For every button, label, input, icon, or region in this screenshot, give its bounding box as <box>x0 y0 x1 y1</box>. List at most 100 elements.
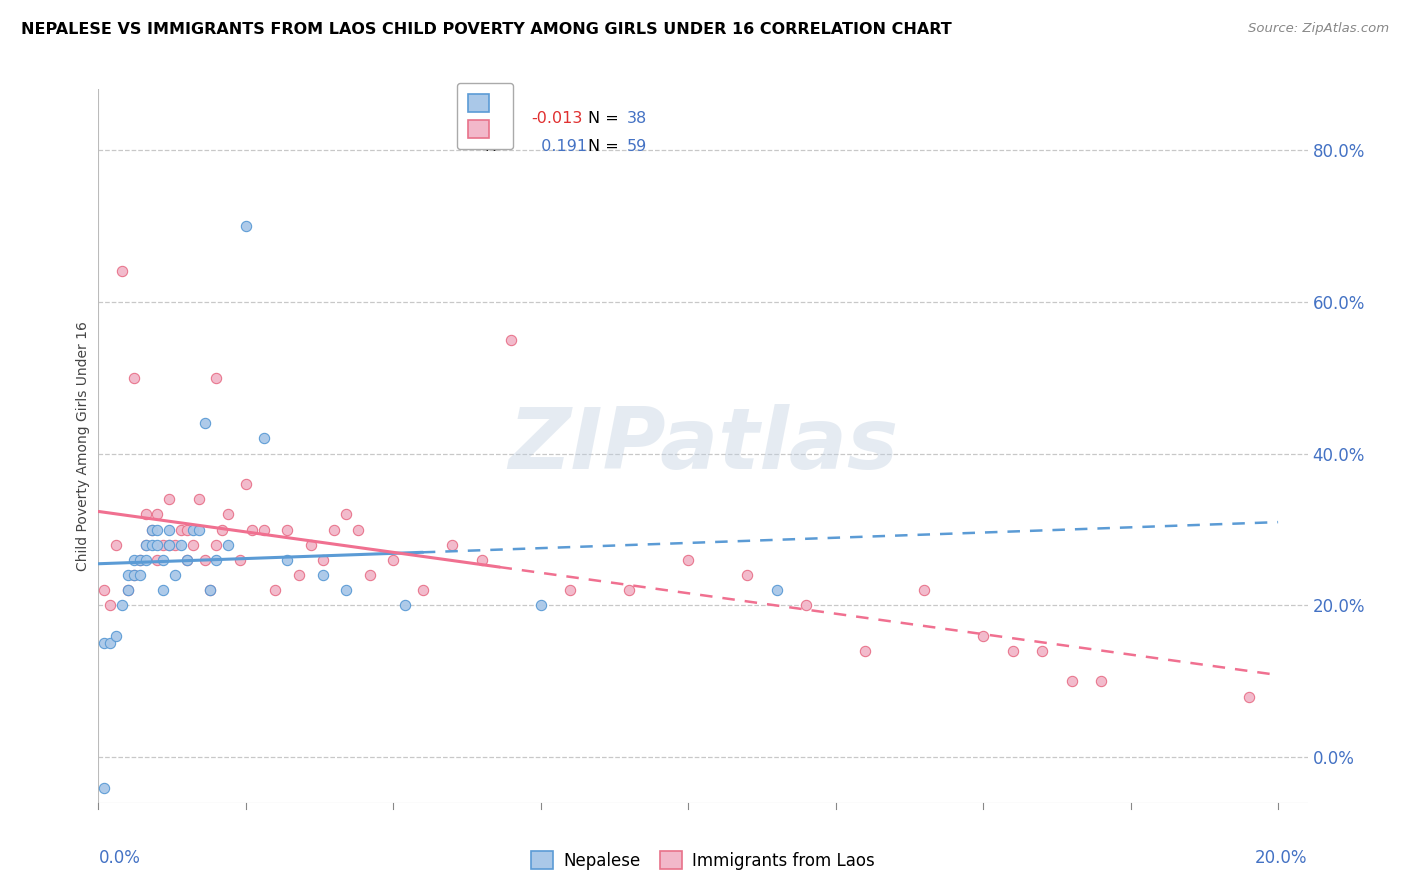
Point <box>1237 690 1260 704</box>
Point <box>135 538 157 552</box>
Point <box>176 553 198 567</box>
Point <box>765 583 787 598</box>
Point <box>117 583 139 598</box>
Point <box>412 583 434 598</box>
Point <box>93 636 115 650</box>
Point <box>187 523 209 537</box>
Legend: Nepalese, Immigrants from Laos: Nepalese, Immigrants from Laos <box>524 845 882 877</box>
Point <box>128 568 150 582</box>
Point <box>157 523 180 537</box>
Point <box>264 583 287 598</box>
Point <box>1001 644 1024 658</box>
Point <box>347 523 370 537</box>
Text: N =: N = <box>588 111 624 126</box>
Point <box>135 538 157 552</box>
Legend:  ,  : , <box>457 83 513 149</box>
Point <box>98 636 121 650</box>
Point <box>217 508 239 522</box>
Point <box>194 416 217 430</box>
Text: R =: R = <box>485 111 520 126</box>
Text: N =: N = <box>588 139 624 154</box>
Point <box>146 508 169 522</box>
Point <box>530 599 553 613</box>
Point <box>235 219 257 233</box>
Point <box>501 333 523 347</box>
Point <box>135 508 157 522</box>
Point <box>122 568 145 582</box>
Point <box>359 568 381 582</box>
Text: 38: 38 <box>627 111 647 126</box>
Text: 20.0%: 20.0% <box>1256 849 1308 867</box>
Point <box>394 599 416 613</box>
Point <box>117 583 139 598</box>
Point <box>619 583 641 598</box>
Point <box>157 492 180 507</box>
Point <box>98 599 121 613</box>
Point <box>170 523 193 537</box>
Point <box>128 553 150 567</box>
Point <box>157 538 180 552</box>
Point <box>217 538 239 552</box>
Text: 0.191: 0.191 <box>531 139 588 154</box>
Point <box>122 553 145 567</box>
Point <box>912 583 935 598</box>
Point <box>181 523 204 537</box>
Point <box>170 538 193 552</box>
Point <box>128 553 150 567</box>
Point <box>252 523 274 537</box>
Point <box>111 599 134 613</box>
Point <box>122 370 145 384</box>
Point <box>311 568 333 582</box>
Point <box>235 477 257 491</box>
Point <box>141 523 163 537</box>
Point <box>187 492 209 507</box>
Point <box>276 523 298 537</box>
Point <box>200 583 222 598</box>
Point <box>972 629 994 643</box>
Point <box>93 583 115 598</box>
Point <box>240 523 263 537</box>
Point <box>194 553 217 567</box>
Point <box>146 538 169 552</box>
Point <box>105 538 128 552</box>
Point <box>1031 644 1053 658</box>
Point <box>382 553 405 567</box>
Point <box>200 583 222 598</box>
Point <box>276 553 298 567</box>
Point <box>176 553 198 567</box>
Text: 59: 59 <box>627 139 647 154</box>
Point <box>152 553 174 567</box>
Text: 0.0%: 0.0% <box>98 849 141 867</box>
Point <box>441 538 464 552</box>
Point <box>205 538 228 552</box>
Point <box>1060 674 1083 689</box>
Point <box>141 538 163 552</box>
Text: Source: ZipAtlas.com: Source: ZipAtlas.com <box>1249 22 1389 36</box>
Point <box>471 553 494 567</box>
Point <box>229 553 252 567</box>
Point <box>252 431 274 445</box>
Point <box>311 553 333 567</box>
Text: ZIPatlas: ZIPatlas <box>508 404 898 488</box>
Point <box>165 568 187 582</box>
Point <box>299 538 322 552</box>
Point <box>105 629 128 643</box>
Text: -0.013: -0.013 <box>531 111 582 126</box>
Point <box>735 568 758 582</box>
Point <box>157 538 180 552</box>
Point <box>122 568 145 582</box>
Point <box>288 568 311 582</box>
Text: R =: R = <box>485 139 520 154</box>
Text: NEPALESE VS IMMIGRANTS FROM LAOS CHILD POVERTY AMONG GIRLS UNDER 16 CORRELATION : NEPALESE VS IMMIGRANTS FROM LAOS CHILD P… <box>21 22 952 37</box>
Point <box>93 780 115 795</box>
Point <box>335 508 357 522</box>
Point <box>323 523 346 537</box>
Point <box>176 523 198 537</box>
Point <box>141 523 163 537</box>
Point <box>111 264 134 278</box>
Point <box>678 553 700 567</box>
Point <box>117 568 139 582</box>
Point <box>152 583 174 598</box>
Point <box>146 523 169 537</box>
Point <box>335 583 357 598</box>
